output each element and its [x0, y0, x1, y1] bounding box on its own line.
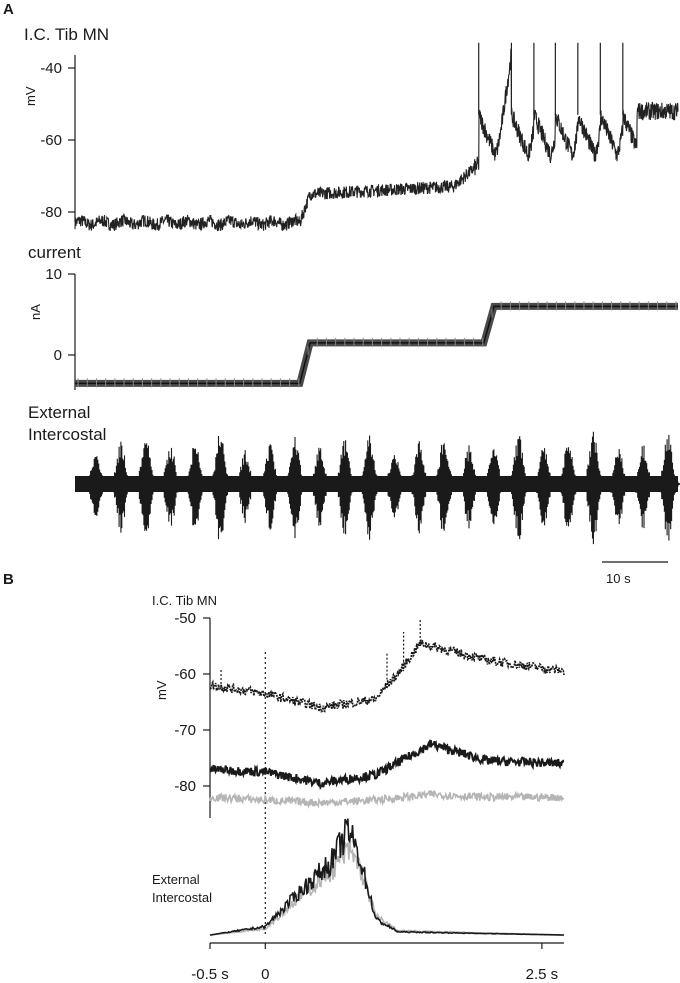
- b-vm-plot: -50 -60 -70 -80: [174, 610, 565, 935]
- b-vm-y-tick-label: -70: [174, 722, 196, 739]
- a-emg-burst: [331, 440, 358, 535]
- a-current-y-tick-label: 0: [54, 347, 62, 364]
- a-emg-burst: [605, 449, 632, 525]
- b-vm-trace-solid: [209, 789, 565, 809]
- a-emg-burst: [306, 447, 333, 526]
- b-x-tick-label: -0.5 s: [191, 966, 229, 983]
- a-emg-burst: [505, 436, 532, 540]
- a-vm-y-tick-label: -60: [40, 132, 62, 149]
- a-emg-burst: [132, 443, 159, 531]
- a-emg-burst: [182, 448, 209, 526]
- a-emg-plot: [75, 431, 680, 563]
- a-emg-burst: [530, 448, 557, 526]
- b-emg-trace: [209, 841, 564, 936]
- a-emg-burst: [207, 436, 234, 540]
- a-emg-burst: [381, 455, 408, 518]
- a-emg-burst: [406, 441, 433, 534]
- a-current-band: [75, 302, 678, 387]
- a-emg-burst: [629, 445, 657, 529]
- panel-b-label: B: [3, 571, 14, 588]
- b-vm-trace-dotted: [209, 639, 565, 714]
- a-vm-y-tick-label: -80: [40, 204, 62, 221]
- a-emg-burst: [356, 435, 383, 540]
- a-emg-burst: [455, 445, 483, 529]
- a-emg-burst: [580, 431, 607, 545]
- panel-a-label: A: [3, 1, 14, 18]
- b-vm-y-tick-label: -80: [174, 778, 196, 795]
- a-current-title: current: [28, 243, 81, 262]
- a-current-ylabel: nA: [28, 304, 43, 320]
- b-vm-y-tick-label: -60: [174, 666, 196, 683]
- b-emg-title-line1: External: [152, 872, 200, 887]
- a-emg-burst: [555, 447, 582, 527]
- a-emg-burst: [480, 449, 508, 525]
- a-vm-plot: -40 -60 -80: [40, 42, 679, 232]
- b-emg-plot: -0.5 s 0 2.5 s: [191, 818, 564, 983]
- a-emg-title-line2: Intercostal: [28, 425, 106, 444]
- a-emg-burst: [281, 437, 309, 539]
- b-emg-title-line2: Intercostal: [152, 890, 212, 905]
- a-emg-burst: [157, 447, 184, 526]
- a-vm-y-tick-label: -40: [40, 60, 62, 77]
- b-vm-trace-solid: [209, 738, 565, 791]
- a-vm-trace: [74, 48, 679, 232]
- a-emg-title-line1: External: [28, 403, 90, 422]
- a-current-y-tick-label: 10: [45, 266, 62, 283]
- a-emg-burst: [654, 434, 680, 541]
- a-emg-burst: [232, 450, 259, 523]
- b-x-tick-label: 2.5 s: [526, 966, 559, 983]
- a-vm-ylabel: mV: [23, 86, 38, 106]
- b-vm-ylabel: mV: [154, 680, 169, 700]
- a-emg-burst: [431, 443, 458, 531]
- b-vm-y-tick-label: -50: [174, 610, 196, 627]
- a-current-plot: 10 0: [45, 266, 678, 390]
- a-emg-burst: [82, 456, 110, 516]
- b-vm-title: I.C. Tib MN: [152, 593, 217, 608]
- a-emg-burst: [256, 444, 284, 530]
- b-emg-trace: [209, 818, 564, 936]
- a-scalebar-label: 10 s: [606, 571, 631, 586]
- a-emg-burst: [107, 441, 135, 533]
- b-x-tick-label: 0: [261, 966, 269, 983]
- a-vm-title: I.C. Tib MN: [24, 25, 109, 44]
